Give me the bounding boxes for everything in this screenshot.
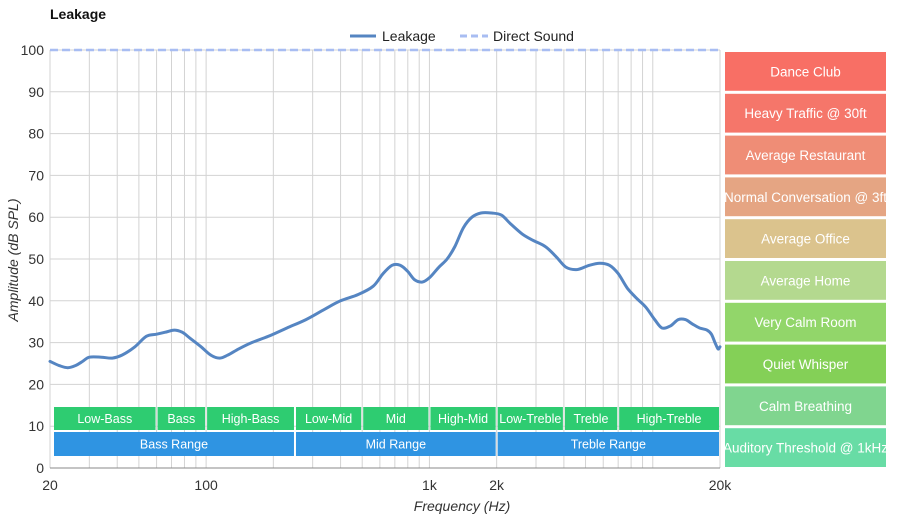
frequency-range-bands: Low-Bass Bass High-Bass Low-Mid Mid High-Mid L… [54,407,719,456]
band-label-bass: Bass [167,412,195,426]
grid [49,49,721,469]
reference-quiet-whisper [725,344,886,384]
reference-normal-conversation-3ft [725,177,886,217]
y-tick-label: 0 [36,460,44,476]
reference-average-restaurant [725,135,886,175]
y-tick-label: 70 [28,167,44,183]
band-low-bass [54,407,156,430]
reference-label-dance-club: Dance Club [770,64,841,79]
band-high-treble [619,407,719,430]
band-label-high-bass: High-Bass [222,412,280,426]
band-label-low-treble: Low-Treble [499,412,561,426]
band-label-mid-range: Mid Range [366,438,426,452]
band-mid [363,407,429,430]
y-tick-label: 60 [28,209,44,225]
band-high-bass [207,407,294,430]
reference-label-average-office: Average Office [761,232,850,247]
x-axis-ticks: 20 100 1k 2k 20k [42,477,732,493]
series-line-leakage [48,211,722,370]
reference-levels: Dance Club Heavy Traffic @ 30ft Average Re… [723,52,888,467]
band-label-bass-range: Bass Range [140,438,208,452]
reference-very-calm-room [725,302,886,342]
y-tick-label: 40 [28,293,44,309]
y-axis-label: Amplitude (dB SPL) [5,199,21,323]
reference-label-calm-breathing: Calm Breathing [759,399,852,414]
band-low-treble [497,407,563,430]
band-label-low-bass: Low-Bass [77,412,132,426]
band-label-high-treble: High-Treble [637,412,702,426]
reference-average-office [725,219,886,258]
band-high-mid [430,407,496,430]
x-tick-label: 100 [194,477,218,493]
reference-auditory-threshold-1khz [725,428,886,467]
band-label-low-mid: Low-Mid [305,412,352,426]
band-label-mid: Mid [386,412,406,426]
reference-label-quiet-whisper: Quiet Whisper [763,357,849,372]
band-label-high-mid: High-Mid [438,412,488,426]
reference-heavy-traffic-30ft [725,93,886,133]
y-tick-label: 90 [28,84,44,100]
x-tick-label: 1k [422,477,438,493]
reference-label-normal-conversation-3ft: Normal Conversation @ 3ft [724,190,887,205]
reference-calm-breathing [725,386,886,426]
band-treble-range [497,432,719,456]
y-tick-label: 80 [28,126,44,142]
reference-average-home [725,261,886,300]
reference-label-heavy-traffic-30ft: Heavy Traffic @ 30ft [744,106,867,121]
band-mid-range [295,432,496,456]
legend: Leakage Direct Sound [350,28,574,44]
legend-label-leakage: Leakage [382,28,436,44]
band-treble [564,407,618,430]
reference-label-average-home: Average Home [761,273,851,288]
y-tick-label: 100 [21,42,45,58]
x-tick-label: 2k [489,477,505,493]
y-tick-label: 50 [28,251,44,267]
series-lines [48,48,722,370]
y-tick-label: 10 [28,418,44,434]
reference-label-very-calm-room: Very Calm Room [754,315,856,330]
legend-label-direct-sound: Direct Sound [493,28,574,44]
chart-title: Leakage [50,6,106,22]
band-label-treble-range: Treble Range [571,438,646,452]
band-low-mid [295,407,362,430]
reference-label-average-restaurant: Average Restaurant [746,148,866,163]
x-tick-label: 20k [709,477,733,493]
reference-label-auditory-threshold-1khz: Auditory Threshold @ 1kHz [723,441,888,456]
y-tick-label: 30 [28,335,44,351]
reference-dance-club [725,52,886,91]
y-tick-label: 20 [28,376,44,392]
band-label-treble: Treble [574,412,609,426]
band-bass-range [54,432,294,456]
y-axis-ticks: 0 10 20 30 40 50 60 70 80 90 100 [21,42,45,476]
x-axis-label: Frequency (Hz) [414,498,510,514]
band-bass [157,407,206,430]
x-tick-label: 20 [42,477,58,493]
